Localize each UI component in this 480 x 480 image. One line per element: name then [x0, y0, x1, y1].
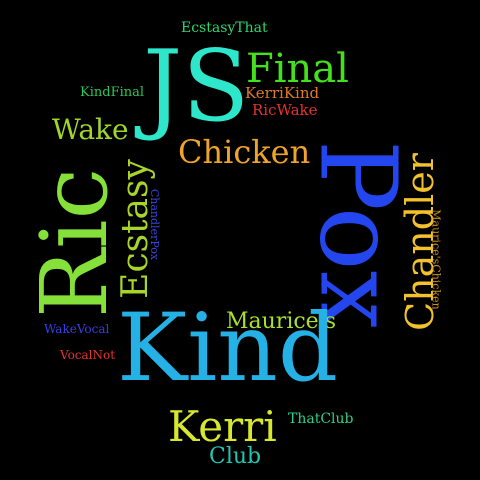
word-js: JS: [143, 30, 250, 144]
word-wakevocal: WakeVocal: [44, 322, 110, 336]
word-chicken: Chicken: [178, 133, 311, 171]
word-ricwake: RicWake: [252, 101, 318, 119]
word-thatclub: ThatClub: [288, 411, 354, 427]
word-final: Final: [246, 46, 349, 92]
word-ric: Ric: [21, 167, 129, 319]
word-wake: Wake: [52, 113, 129, 146]
word-ecstasythat: EcstasyThat: [181, 20, 268, 36]
word-kindfinal: KindFinal: [80, 85, 145, 100]
word-kerrikind: KerriKind: [245, 84, 320, 102]
word-kind: Kind: [117, 294, 339, 403]
word-club: Club: [209, 444, 262, 469]
word-kerri: Kerri: [168, 402, 277, 451]
word-mauriceschicken: Maurice'sChicken: [429, 209, 443, 310]
word-chandlerpox: ChandlerPox: [148, 188, 162, 261]
word-vocalnot: VocalNot: [60, 348, 116, 362]
word-maurices: Maurice's: [226, 309, 337, 334]
